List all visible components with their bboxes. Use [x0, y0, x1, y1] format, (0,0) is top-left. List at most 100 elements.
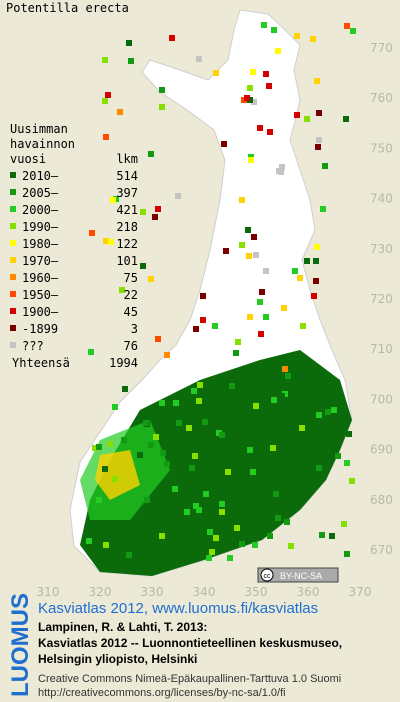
badge-license: BY-NC-SA — [280, 571, 322, 581]
observation-square — [213, 70, 219, 76]
observation-square — [311, 293, 317, 299]
observation-square — [193, 503, 199, 509]
observation-square — [239, 541, 245, 547]
observation-square — [223, 248, 229, 254]
observation-square — [107, 441, 113, 447]
observation-square — [102, 466, 108, 472]
observation-square — [219, 432, 225, 438]
observation-square — [122, 386, 128, 392]
observation-square — [299, 425, 305, 431]
observation-square — [329, 533, 335, 539]
observation-square — [315, 373, 321, 379]
y-grid-label: 750 — [370, 141, 393, 155]
y-grid-label: 740 — [370, 192, 393, 206]
legend-year: 1980– — [22, 237, 59, 251]
legend-count-header: lkm — [116, 152, 138, 166]
observation-square — [103, 134, 109, 140]
observation-square — [102, 98, 108, 104]
observation-square — [148, 151, 154, 157]
legend-year: 1950– — [22, 288, 59, 302]
legend-count: 75 — [124, 271, 138, 285]
observation-square — [263, 71, 269, 77]
observation-square — [315, 144, 321, 150]
observation-square — [273, 491, 279, 497]
observation-square — [245, 227, 251, 233]
observation-square — [344, 23, 350, 29]
observation-square — [275, 48, 281, 54]
observation-square — [186, 425, 192, 431]
observation-square — [219, 509, 225, 515]
x-grid-label: 320 — [89, 585, 112, 599]
observation-square — [110, 197, 116, 203]
y-grid-label: 730 — [370, 242, 393, 256]
observation-square — [259, 516, 265, 522]
legend-count: 421 — [116, 203, 138, 217]
legend-year: ??? — [22, 339, 44, 353]
observation-square — [247, 447, 253, 453]
x-grid-label: 370 — [349, 585, 372, 599]
observation-square — [105, 92, 111, 98]
observation-square — [294, 112, 300, 118]
observation-square — [140, 209, 146, 215]
legend-swatch — [10, 342, 16, 348]
observation-square — [310, 36, 316, 42]
observation-square — [206, 555, 212, 561]
observation-square — [126, 40, 132, 46]
legend-swatch — [10, 308, 16, 314]
observation-square — [335, 453, 341, 459]
observation-square — [169, 35, 175, 41]
grid-labels: 770 760 750 740 730 720 710 700 690 680 670 310 320 3… — [37, 41, 393, 599]
observation-square — [212, 323, 218, 329]
observation-square — [233, 350, 239, 356]
observation-square — [96, 497, 102, 503]
observation-square — [346, 431, 352, 437]
observation-square — [196, 56, 202, 62]
y-grid-label: 700 — [370, 392, 393, 406]
observation-square — [292, 268, 298, 274]
legend-year: 1990– — [22, 220, 59, 234]
observation-square — [250, 69, 256, 75]
observation-square — [235, 339, 241, 345]
citation: Helsingin yliopisto, Helsinki — [38, 652, 197, 666]
observation-square — [316, 465, 322, 471]
legend: Uusimman havainnon vuosi lkm 2010– 514 200… — [10, 122, 138, 370]
observation-square — [119, 287, 125, 293]
observation-square — [257, 125, 263, 131]
observation-square — [96, 444, 102, 450]
observation-square — [251, 234, 257, 240]
observation-square — [239, 242, 245, 248]
observation-square — [175, 193, 181, 199]
observation-square — [270, 445, 276, 451]
observation-square — [200, 317, 206, 323]
observation-square — [152, 214, 158, 220]
y-grid-label: 770 — [370, 41, 393, 55]
observation-square — [284, 519, 290, 525]
observation-square — [247, 85, 253, 91]
observation-square — [247, 314, 253, 320]
legend-swatch — [10, 274, 16, 280]
observation-square — [254, 527, 260, 533]
observation-square — [234, 513, 240, 519]
legend-count: 218 — [116, 220, 138, 234]
observation-square — [244, 95, 250, 101]
observation-square — [350, 28, 356, 34]
observation-square — [191, 388, 197, 394]
legend-count: 45 — [124, 305, 138, 319]
legend-year: 1960– — [22, 271, 59, 285]
observation-square — [92, 445, 98, 451]
legend-swatch — [10, 172, 16, 178]
y-grid-label: 670 — [370, 543, 393, 557]
observation-square — [159, 104, 165, 110]
observation-square — [112, 476, 118, 482]
legend-swatch — [10, 240, 16, 246]
legend-count: 122 — [116, 237, 138, 251]
observation-square — [196, 507, 202, 513]
legend-count: 397 — [116, 186, 138, 200]
observation-square — [128, 58, 134, 64]
observation-square — [295, 394, 301, 400]
badge-circle — [260, 568, 274, 582]
observation-square — [297, 275, 303, 281]
observation-square — [164, 352, 170, 358]
observation-square — [221, 141, 227, 147]
y-grid-label: 690 — [370, 443, 393, 457]
